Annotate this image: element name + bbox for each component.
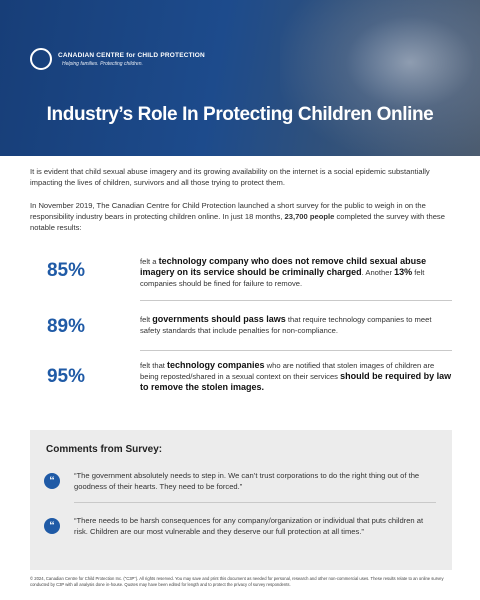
text-run: who are notified that stolen images of c… — [140, 361, 435, 381]
text-run: technology company who does not remove c… — [140, 256, 427, 277]
text-run: that require technology companies to mee… — [140, 315, 432, 335]
divider — [74, 502, 436, 503]
intro-paragraph: It is evident that child sexual abuse im… — [30, 166, 450, 188]
text-run: 13% — [394, 267, 413, 277]
comments-box: Comments from Survey: “ “The government … — [30, 430, 452, 570]
stat-percent: 85% — [46, 260, 86, 281]
stat-percent: 89% — [46, 316, 86, 337]
header-photo — [280, 0, 480, 156]
text-run: In November 2019, The Canadian Centre fo… — [30, 201, 426, 221]
stat-text: felt that technology companies who are n… — [140, 360, 452, 393]
text-run: should be required by law to remove the … — [140, 371, 452, 392]
page-title: Industry’s Role In Protecting Children O… — [46, 104, 434, 125]
org-name: CANADIAN CENTRE for CHILD PROTECTION — [58, 52, 205, 59]
text-run: felt companies should be fined for failu… — [140, 268, 425, 288]
divider — [140, 350, 452, 351]
stat-text: felt governments should pass laws that r… — [140, 314, 452, 336]
logo-icon — [30, 48, 52, 70]
text-run: governments should pass laws — [152, 314, 286, 324]
text-run: felt a — [140, 257, 159, 266]
divider — [140, 300, 452, 301]
intro-paragraph: In November 2019, The Canadian Centre fo… — [30, 200, 450, 233]
text-run: 23,700 people — [284, 212, 335, 221]
quote-icon: “ — [44, 473, 60, 489]
quote: “There needs to be harsh consequences fo… — [74, 516, 424, 536]
tagline: Helping families. Protecting children. — [62, 61, 143, 67]
quote-icon: “ — [44, 518, 60, 534]
comments-title: Comments from Survey: — [46, 444, 163, 455]
footer-note: © 2024, Canadian Centre for Child Protec… — [30, 576, 444, 587]
text-run: completed the survey with these notable … — [30, 212, 445, 232]
header-banner: CANADIAN CENTRE for CHILD PROTECTION Hel… — [0, 0, 480, 156]
stat-text: felt a technology company who does not r… — [140, 256, 452, 289]
text-run: technology companies — [167, 360, 265, 370]
stat-percent: 95% — [46, 366, 86, 387]
text-run: . Another — [361, 268, 395, 277]
text-run: felt — [140, 315, 153, 324]
text-run: It is evident that child sexual abuse im… — [30, 167, 430, 187]
text-run: felt that — [140, 361, 168, 370]
quote: “The government absolutely needs to step… — [74, 471, 420, 491]
